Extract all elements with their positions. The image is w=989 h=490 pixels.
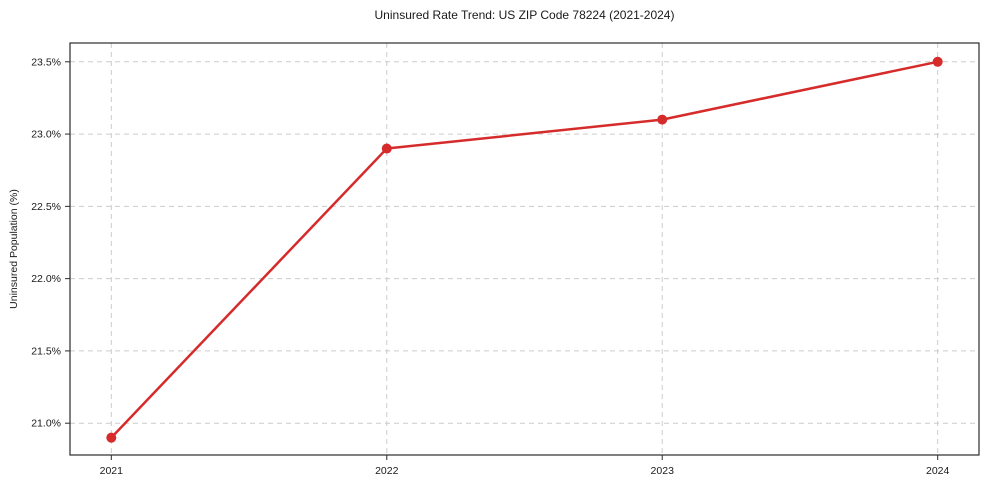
data-point bbox=[381, 143, 392, 154]
y-tick-label: 23.0% bbox=[31, 129, 61, 141]
x-tick-label: 2024 bbox=[926, 465, 950, 477]
data-point bbox=[932, 56, 943, 67]
x-tick-label: 2022 bbox=[375, 465, 399, 477]
data-point bbox=[657, 114, 668, 125]
data-point bbox=[106, 432, 117, 443]
y-tick-label: 22.0% bbox=[31, 273, 61, 285]
x-tick-label: 2021 bbox=[100, 465, 124, 477]
y-tick-label: 21.5% bbox=[31, 345, 61, 357]
plot-border bbox=[69, 42, 980, 456]
trend-line bbox=[110, 60, 939, 439]
chart-title: Uninsured Rate Trend: US ZIP Code 78224 … bbox=[374, 8, 675, 22]
y-tick-label: 22.5% bbox=[31, 201, 61, 213]
x-tick-label: 2023 bbox=[651, 465, 675, 477]
y-tick-label: 23.5% bbox=[31, 56, 61, 68]
y-tick-label: 21.0% bbox=[31, 418, 61, 430]
